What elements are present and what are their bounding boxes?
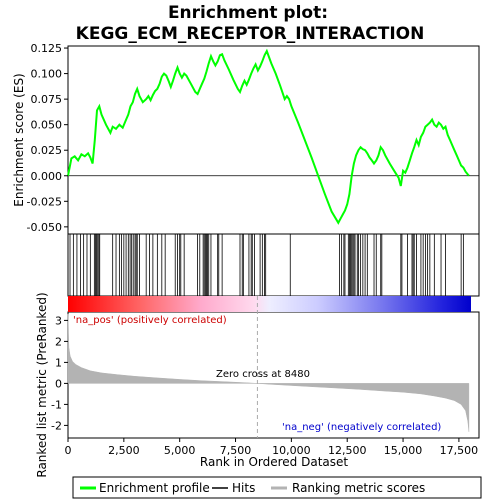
metric-y-axis-label: Ranked list metric (PreRanked)	[35, 292, 49, 477]
neg-annotation: 'na_neg' (negatively correlated)	[282, 422, 441, 433]
enrichment-profile-line	[67, 48, 470, 225]
metric-ytick-label-5: 3	[55, 314, 62, 327]
metric-ytick-label-4: 2	[55, 335, 62, 348]
es-ytick-label-1: -0.025	[27, 195, 62, 208]
es-ytick-label-4: 0.050	[31, 119, 63, 132]
xtick-label-2: 5,000	[164, 444, 196, 457]
xtick-label-4: 10,000	[272, 444, 311, 457]
legend: Enrichment profile Hits Ranking metric s…	[72, 476, 482, 499]
hits-layer	[69, 234, 464, 296]
es-ytick-label-7: 0.125	[31, 42, 63, 55]
zero-cross-annotation: Zero cross at 8480	[216, 369, 310, 380]
xtick-label-5: 12,500	[328, 444, 367, 457]
es-ytick-label-5: 0.075	[31, 93, 63, 106]
metric-ytick-label-0: -2	[51, 419, 62, 432]
ranking-metric-area	[67, 314, 470, 432]
xtick-label-6: 15,000	[384, 444, 423, 457]
axis-layer: -0.050 -0.025 0.000 0.025 0.050 0.075 0.100 0.1…	[27, 42, 479, 457]
chart-title-line2: KEGG_ECM_RECEPTOR_INTERACTION	[76, 24, 425, 44]
xtick-label-0: 0	[65, 444, 72, 457]
legend-label-enrichment: Enrichment profile	[99, 481, 210, 495]
chart-title-line1: Enrichment plot:	[168, 3, 328, 23]
es-ytick-label-0: -0.050	[27, 221, 62, 234]
es-ytick-label-6: 0.100	[31, 68, 63, 81]
es-ytick-label-2: 0.000	[31, 170, 63, 183]
es-y-axis-label: Enrichment score (ES)	[12, 73, 26, 206]
xtick-label-7: 17,500	[440, 444, 479, 457]
metric-ytick-label-2: 0	[55, 377, 62, 390]
es-ytick-label-3: 0.025	[31, 144, 63, 157]
metric-layer	[67, 296, 470, 438]
metric-ytick-label-1: -1	[51, 398, 62, 411]
xtick-label-3: 7,500	[220, 444, 252, 457]
es-layer	[67, 48, 479, 225]
legend-label-metric: Ranking metric scores	[292, 481, 425, 495]
metric-ytick-label-3: 1	[55, 356, 62, 369]
legend-label-hits: Hits	[232, 481, 255, 495]
xtick-label-1: 2,500	[108, 444, 140, 457]
x-axis-label: Rank in Ordered Dataset	[200, 455, 348, 469]
pos-annotation: 'na_pos' (positively correlated)	[73, 315, 227, 326]
hits-panel-frame	[67, 233, 480, 297]
rank-color-bar	[68, 296, 471, 312]
